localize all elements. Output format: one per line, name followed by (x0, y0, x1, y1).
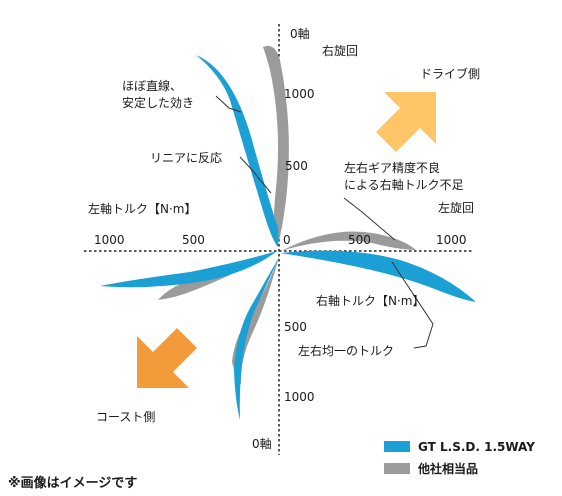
tick-up-1000: 1000 (284, 87, 315, 101)
legend-label-other: 他社相当品 (417, 461, 478, 476)
imprecise-callout-line (343, 197, 396, 241)
footnote: ※画像はイメージです (8, 475, 137, 491)
even-callout-line (391, 261, 434, 349)
left-axis-title: 左軸トルク【N·m】 (88, 201, 196, 216)
coast-side-label: コースト側 (96, 410, 155, 424)
drive-side-label: ドライブ側 (420, 66, 480, 81)
stable-callout-line (215, 95, 242, 113)
drive-side-arrow-icon (376, 92, 436, 152)
tick-down-1000: 1000 (284, 390, 315, 404)
tick-right-500: 500 (348, 233, 371, 247)
coast-side-arrow-icon (137, 328, 197, 388)
tick-up-500: 500 (285, 159, 308, 173)
tick-down-500: 500 (284, 320, 307, 334)
right-axis-title: 右軸トルク【N·m】 (316, 293, 424, 308)
imprecise-annotation-line2: による右軸トルク不足 (344, 177, 464, 192)
gt-drive-lower-curve (280, 250, 476, 302)
tick-left-500: 500 (182, 233, 205, 247)
stable-annotation-line1: ほぼ直線、 (122, 78, 182, 93)
tick-left-1000: 1000 (94, 233, 125, 247)
linear-callout-line (239, 156, 272, 194)
left-turn-label: 左旋回 (438, 200, 474, 215)
gt-coast-left-curve (100, 251, 277, 288)
competitor-drive-upper-curve (263, 45, 289, 247)
legend-swatch-other (384, 463, 410, 474)
callout-lines (215, 95, 434, 349)
bottom-zero-axis-label: 0軸 (252, 437, 272, 451)
imprecise-annotation-line1: 左右ギア精度不良 (344, 160, 440, 175)
gt-drive-upper-curve (196, 55, 279, 247)
gt-coast-lower-curve (234, 257, 279, 420)
linear-annotation: リニアに反応 (150, 151, 222, 165)
competitor-drive-lower-curve (281, 231, 416, 251)
legend-swatch-gt (384, 441, 410, 452)
top-zero-axis-label: 0軸 (290, 27, 310, 41)
origin-label: 0 (283, 233, 291, 247)
right-turn-label: 右旋回 (322, 43, 358, 58)
legend-label-gt: GT L.S.D. 1.5WAY (418, 440, 535, 454)
competitor-coast-lower-curve (232, 256, 279, 384)
tick-right-1000: 1000 (436, 233, 467, 247)
stable-annotation-line2: 安定した効き (122, 95, 194, 110)
gt-lsd-curves (100, 55, 476, 420)
even-annotation: 左右均一のトルク (298, 343, 394, 358)
